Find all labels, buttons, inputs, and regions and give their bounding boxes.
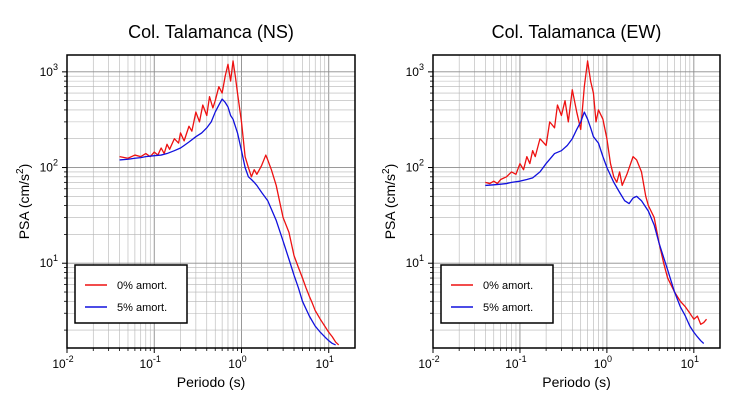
legend-label: 5% amort. — [483, 302, 533, 314]
plot-frame — [66, 54, 356, 349]
x-axis-label: Periodo (s) — [542, 374, 610, 390]
x-tick-label: 101 — [316, 354, 334, 371]
legend: 0% amort. 5% amort. — [74, 264, 188, 324]
y-tick-label: 101 — [406, 253, 424, 270]
legend-label: 5% amort. — [117, 302, 167, 314]
y-tick-label: 103 — [406, 62, 424, 79]
plot-frame — [432, 54, 721, 349]
x-tick-label: 10-2 — [418, 354, 439, 371]
chart-panel-2: Col. Talamanca (EW) 10-2 10-1 100 101 101 102 1… — [381, 22, 721, 390]
legend-box — [440, 264, 554, 324]
legend: 0% amort. 5% amort. — [440, 264, 554, 324]
legend-box — [74, 264, 188, 324]
chart-title: Col. Talamanca (EW) — [492, 22, 662, 42]
y-tick-label: 103 — [40, 62, 58, 79]
chart-panel-1: Col. Talamanca (NS) 10-2 10-1 100 101 101 102 1… — [15, 22, 356, 390]
chart-title: Col. Talamanca (NS) — [128, 22, 294, 42]
series-line-undamped — [485, 60, 708, 325]
y-tick-label: 101 — [40, 253, 58, 270]
y-tick-label: 102 — [406, 158, 424, 175]
legend-label: 0% amort. — [483, 280, 533, 292]
series-line-damped — [485, 111, 705, 344]
y-axis-label: PSA (cm/s2) — [381, 164, 398, 240]
x-axis-label: Periodo (s) — [177, 374, 245, 390]
x-tick-label: 100 — [594, 354, 612, 371]
x-tick-label: 10-2 — [52, 354, 73, 371]
series-line-undamped — [119, 60, 340, 346]
x-tick-label: 10-1 — [140, 354, 161, 371]
x-tick-label: 10-1 — [505, 354, 526, 371]
series-line-damped — [119, 98, 336, 346]
grid — [67, 55, 355, 348]
x-tick-label: 100 — [228, 354, 246, 371]
legend-label: 0% amort. — [117, 280, 167, 292]
y-axis-label: PSA (cm/s2) — [15, 164, 32, 240]
x-tick-label: 101 — [681, 354, 699, 371]
y-tick-label: 102 — [40, 158, 58, 175]
